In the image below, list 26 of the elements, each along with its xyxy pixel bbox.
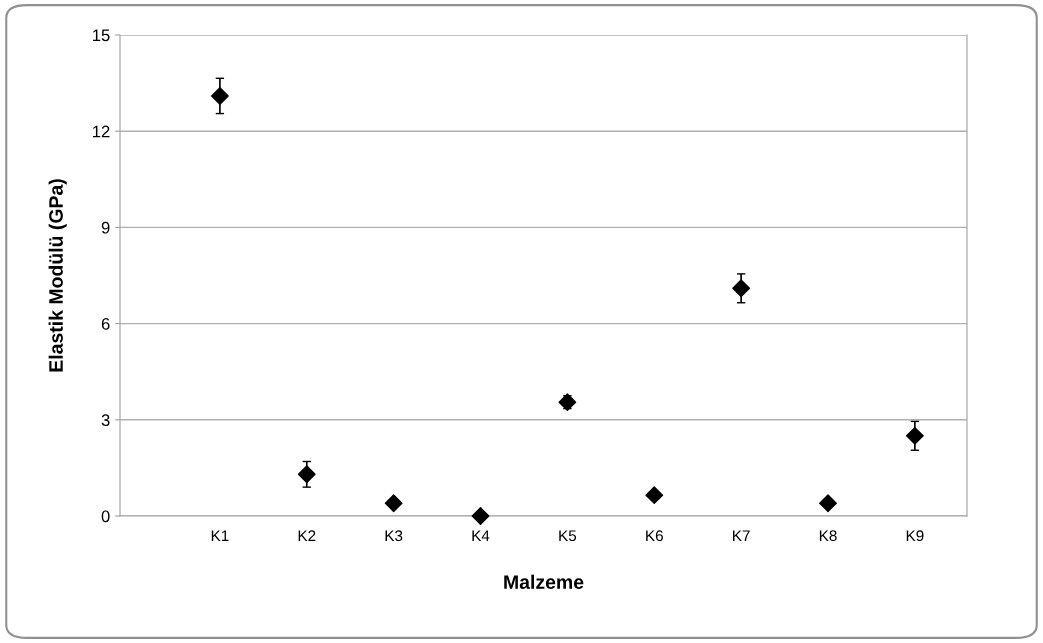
point: [471, 507, 490, 525]
x-tick-label: K9: [906, 530, 924, 542]
point: [558, 393, 577, 412]
point: [819, 494, 837, 513]
point: [645, 486, 664, 505]
y-tick-label: 6: [101, 318, 110, 330]
y-tick-label: 0: [101, 510, 110, 523]
x-axis-title: Malzeme: [504, 574, 584, 589]
x-tick-label: K7: [733, 530, 750, 541]
x-tick-label: K4: [472, 530, 490, 541]
x-tick-label: K6: [646, 530, 663, 542]
x-tick-label: K5: [559, 530, 577, 542]
point: [732, 279, 751, 298]
point: [210, 87, 229, 105]
point: [384, 494, 403, 513]
point: [905, 426, 924, 445]
y-tick-label: 15: [93, 29, 110, 42]
y-tick-label: 12: [93, 125, 110, 138]
y-tick-label: 9: [101, 221, 110, 234]
x-tick-label: K3: [385, 530, 403, 542]
y-tick-label: 3: [101, 414, 110, 426]
x-tick-label: K1: [211, 530, 229, 541]
x-tick-label: K8: [819, 530, 837, 542]
point: [297, 465, 316, 484]
y-axis-title: Elastik Modülü (GPa): [48, 179, 67, 372]
x-tick-label: K2: [298, 530, 316, 541]
